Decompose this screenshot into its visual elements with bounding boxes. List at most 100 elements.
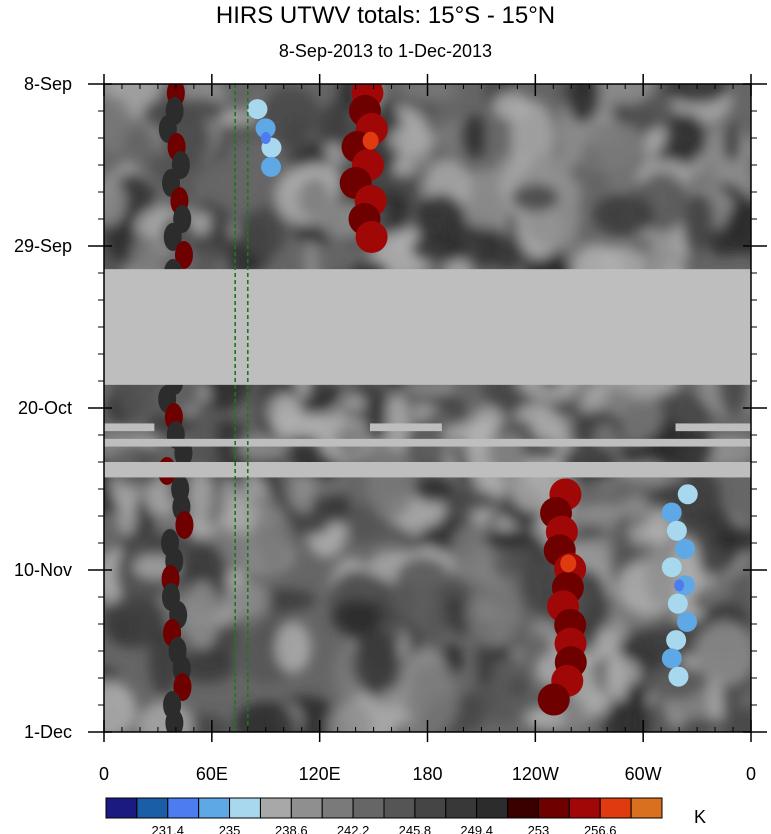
colorbar-swatch [167,797,200,819]
field-cell [610,658,641,687]
temperature-field [104,84,751,732]
field-cell [220,121,263,144]
feature-warm [174,241,193,269]
colorbar-swatch [414,797,447,819]
field-cell [600,84,655,105]
colorbar-swatch [599,797,632,819]
x-tick-label: 60E [196,764,228,784]
field-cell [222,580,270,618]
colorbar-swatch [229,797,261,819]
field-cell [566,84,600,124]
field-cell [405,663,459,732]
field-cell [460,115,488,159]
field-cell [234,701,299,732]
field-cell [482,529,536,550]
x-tick-label: 120W [512,764,559,784]
field-cell [187,468,213,527]
feature-cold [661,557,682,578]
field-cell [684,192,715,246]
field-cell [711,526,751,553]
field-cell [562,700,589,732]
feature-warm [165,709,184,732]
colorbar-swatch [259,797,292,819]
feature-hot [537,683,570,716]
colorbar-tick-label: 245.8 [399,823,432,834]
missing-data-band [104,423,155,432]
field-cell [348,504,376,545]
field-cell [665,113,707,164]
feature-warm [175,511,194,539]
feature-hot-core [362,131,379,150]
field-cell [491,239,522,271]
missing-data-bands [104,269,751,478]
field-cell [366,445,416,520]
colorbar-swatch [445,797,478,819]
field-cell [410,233,468,264]
colorbar: 231.4 235 238.6 242.2 245.8 249.4 253 256.6 K [105,797,706,834]
colorbar-swatch [507,797,539,819]
field-cell [650,391,709,423]
y-tick-label: 1-Dec [24,722,72,742]
x-tick-label: 180 [412,764,442,784]
missing-data-band [369,423,442,432]
missing-data-band [104,269,751,385]
colorbar-tick-label: 231.4 [152,823,185,834]
feature-cold [668,666,689,687]
field-cell [466,575,523,648]
colorbar-tick-label: 256.6 [584,823,617,834]
field-cell [718,691,741,732]
field-cell [129,234,165,278]
colorbar-unit: K [694,807,706,827]
field-cell [593,194,654,236]
field-cell [406,418,447,475]
colorbar-swatch [537,797,570,819]
field-cell [273,412,326,434]
feature-hot-core [560,554,577,573]
field-cell [176,649,236,683]
y-tick-label: 20-Oct [18,398,72,418]
field-cell [364,396,388,443]
colorbar-tick-label: 253 [528,823,550,834]
field-cell [679,717,728,732]
feature-cold [666,630,687,651]
feature-cold [677,484,698,505]
colorbar-swatch [383,797,416,819]
y-tick-label: 8-Sep [24,74,72,94]
feature-cold [661,502,682,523]
missing-data-band [675,423,751,432]
colorbar-swatch [198,797,231,819]
field-cell [353,628,397,696]
field-cell [104,680,137,732]
x-tick-label: 0 [99,764,109,784]
field-cell [331,598,383,636]
field-cell [104,179,127,227]
feature-hot [355,221,388,253]
feature-cold [667,593,688,614]
colorbar-tick-label: 238.6 [275,823,308,834]
colorbar-swatch [568,797,601,819]
y-tick-label: 10-Nov [14,560,72,580]
colorbar-swatch [352,797,385,819]
field-cell [191,398,218,473]
field-cell [395,556,449,598]
feature-cold-core [260,132,271,144]
field-cell [413,193,467,248]
feature-cold [247,99,268,120]
colorbar-swatch [136,797,169,819]
colorbar-swatch [476,797,509,819]
field-cell [510,183,560,212]
colorbar-tick-label: 242.2 [337,823,370,834]
missing-data-band [104,462,751,478]
field-cell [294,471,315,514]
field-cell [509,677,526,696]
x-tick-label: 60W [625,764,662,784]
feature-cold-core [674,579,685,592]
feature-warm [173,673,192,701]
field-cell [104,594,167,649]
field-cell [275,621,311,673]
x-tick-label: 120E [299,764,341,784]
y-axis: 8-Sep 29-Sep 20-Oct 10-Nov 1-Dec [14,74,767,742]
feature-cold [676,611,697,632]
field-cell [650,423,714,474]
field-cell [327,702,373,732]
